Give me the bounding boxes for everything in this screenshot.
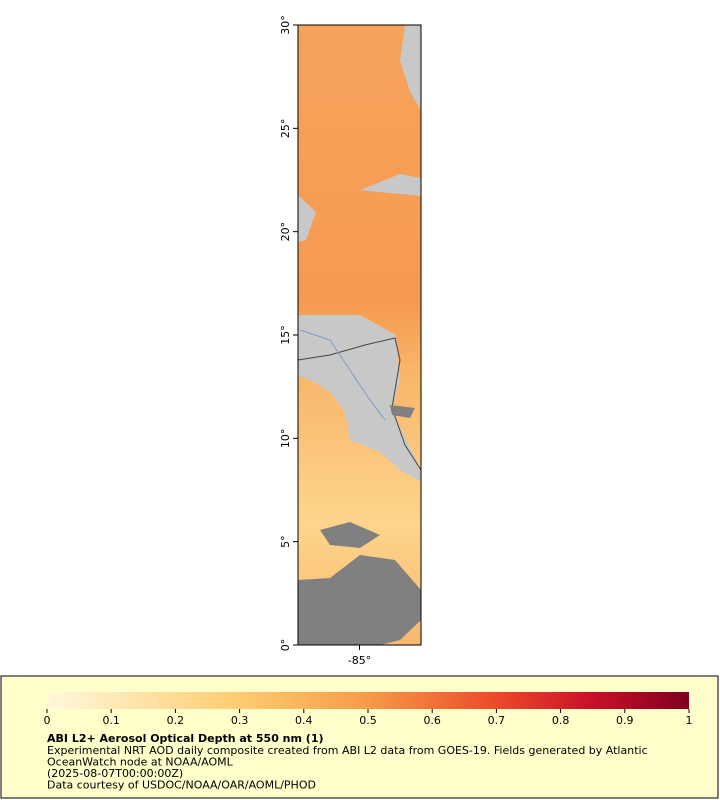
- land: [298, 195, 316, 242]
- colorbar-axis: 0 0.1 0.2 0.3 0.4 0.5 0.6 0.7 0.8 0.9 1: [44, 709, 693, 727]
- land: [298, 315, 421, 482]
- colorbar-tick-label: 1: [686, 714, 693, 727]
- lat-tick-label: 20°: [279, 222, 292, 242]
- colorbar-tick-label: 0.2: [167, 714, 185, 727]
- lat-tick-label: 25°: [279, 119, 292, 139]
- axes: 0° 5° 10° 15° 20° 25° 30° -85°: [279, 15, 371, 667]
- lon-tick-label: -85°: [348, 654, 371, 667]
- colorbar-tick-label: 0: [44, 714, 51, 727]
- colorbar-tick-label: 0.3: [231, 714, 249, 727]
- colorbar: [47, 692, 689, 709]
- river: [299, 329, 386, 421]
- colorbar-tick-label: 0.1: [102, 714, 120, 727]
- colorbar-tick-label: 0.7: [488, 714, 506, 727]
- legend-title: ABI L2+ Aerosol Optical Depth at 550 nm …: [47, 732, 324, 745]
- colorbar-tick-label: 0.4: [295, 714, 313, 727]
- no-data: [390, 405, 415, 418]
- map: [297, 24, 422, 646]
- lat-tick-label: 0°: [279, 639, 292, 652]
- legend-line: Data courtesy of USDOC/NOAA/OAR/AOML/PHO…: [47, 779, 316, 792]
- border: [297, 337, 422, 471]
- land: [360, 174, 421, 196]
- legend-line: OceanWatch node at NOAA/AOML: [47, 756, 234, 769]
- colorbar-tick-label: 0.6: [423, 714, 441, 727]
- lat-tick-label: 5°: [279, 535, 292, 548]
- no-data: [320, 522, 380, 548]
- legend-line: Experimental NRT AOD daily composite cre…: [47, 744, 648, 757]
- lat-tick-label: 10°: [279, 429, 292, 449]
- lat-tick-label: 30°: [279, 15, 292, 35]
- no-data: [298, 555, 421, 645]
- colorbar-tick-label: 0.9: [616, 714, 634, 727]
- lat-tick-label: 15°: [279, 325, 292, 345]
- land: [400, 25, 421, 110]
- legend-line: (2025-08-07T00:00:00Z): [47, 767, 183, 780]
- colorbar-tick-label: 0.5: [359, 714, 377, 727]
- legend-lines: Experimental NRT AOD daily composite cre…: [47, 744, 648, 792]
- colorbar-tick-label: 0.8: [552, 714, 570, 727]
